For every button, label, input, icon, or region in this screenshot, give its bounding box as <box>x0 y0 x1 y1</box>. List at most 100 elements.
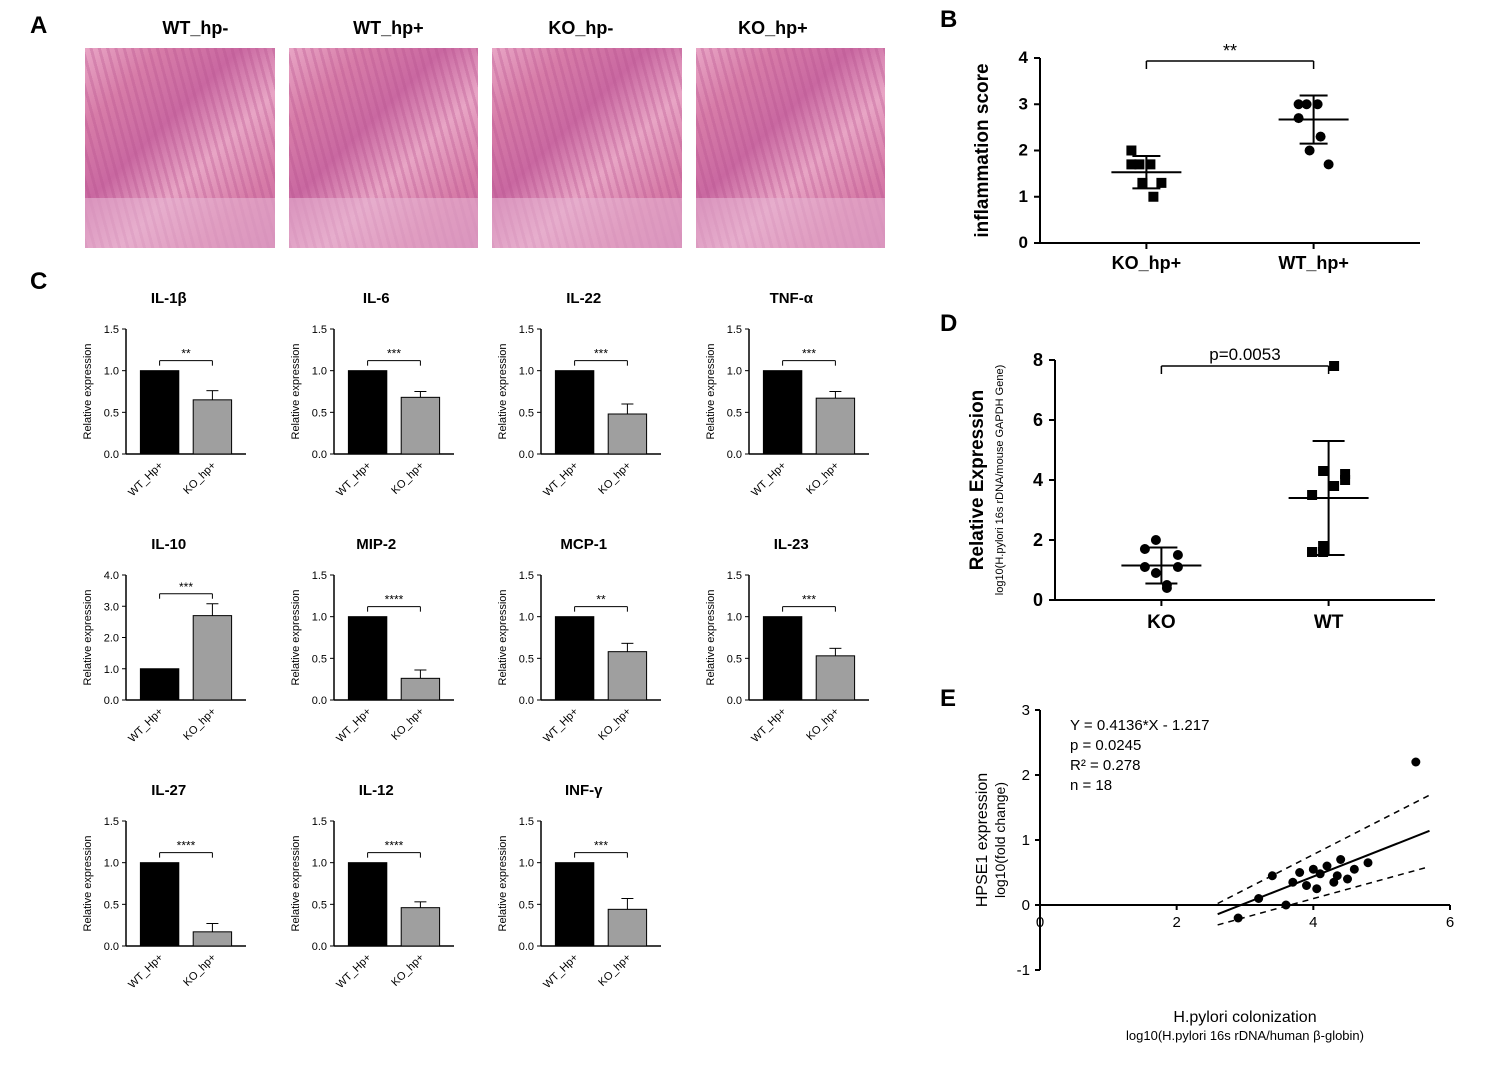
svg-text:**: ** <box>182 347 192 361</box>
svg-text:***: *** <box>179 580 193 594</box>
svg-text:inflammation score: inflammation score <box>972 63 993 237</box>
svg-text:1.5: 1.5 <box>104 324 119 336</box>
svg-text:4.0: 4.0 <box>104 570 119 582</box>
bar-chart: MIP-20.00.51.01.5Relative expressionWT_H… <box>283 536 471 772</box>
histology-images-row <box>85 48 885 248</box>
svg-text:0.0: 0.0 <box>104 449 119 461</box>
svg-text:KO_hp+: KO_hp+ <box>1112 253 1182 273</box>
bar-chart: IL-120.00.51.01.5Relative expressionWT_H… <box>283 782 471 1018</box>
bar-chart: IL-270.00.51.01.5Relative expressionWT_H… <box>75 782 263 1018</box>
svg-text:log10(H.pylori 16s rDNA/human: log10(H.pylori 16s rDNA/human β-globin) <box>1126 1028 1364 1043</box>
svg-text:1.5: 1.5 <box>104 816 119 828</box>
svg-text:KO_hp+: KO_hp+ <box>389 460 426 497</box>
svg-text:1.5: 1.5 <box>311 324 326 336</box>
svg-text:0.0: 0.0 <box>311 941 326 953</box>
svg-text:****: **** <box>177 839 196 853</box>
svg-text:KO: KO <box>1147 612 1176 633</box>
chart-title: IL-6 <box>283 290 471 307</box>
svg-text:WT_Hp+: WT_Hp+ <box>334 460 373 499</box>
svg-text:1.0: 1.0 <box>519 858 534 870</box>
svg-text:1.0: 1.0 <box>726 366 741 378</box>
svg-text:log10(H.pylori 16s rDNA/mouse: log10(H.pylori 16s rDNA/mouse GAPDH Gene… <box>994 365 1006 595</box>
svg-text:n = 18: n = 18 <box>1070 777 1112 794</box>
histology-image-wt-hp-plus <box>289 48 479 248</box>
panel-b-plot: 01234inflammation scoreKO_hp+WT_hp+** <box>960 28 1460 288</box>
svg-text:4: 4 <box>1033 470 1043 490</box>
svg-text:4: 4 <box>1019 48 1029 67</box>
svg-text:1.5: 1.5 <box>311 570 326 582</box>
svg-text:0.5: 0.5 <box>104 899 119 911</box>
svg-text:Relative expression: Relative expression <box>497 344 509 440</box>
svg-text:***: *** <box>594 347 608 361</box>
chart-title: MCP-1 <box>490 536 678 553</box>
svg-text:KO_hp+: KO_hp+ <box>389 706 426 743</box>
chart-title: MIP-2 <box>283 536 471 553</box>
histology-image-wt-hp-minus <box>85 48 275 248</box>
svg-text:WT_Hp+: WT_Hp+ <box>542 460 581 499</box>
svg-text:1.5: 1.5 <box>726 324 741 336</box>
svg-text:***: *** <box>802 347 816 361</box>
svg-text:0.0: 0.0 <box>311 695 326 707</box>
svg-text:WT_Hp+: WT_Hp+ <box>334 952 373 991</box>
svg-text:Relative expression: Relative expression <box>290 836 302 932</box>
chart-title: IL-12 <box>283 782 471 799</box>
svg-text:2: 2 <box>1019 141 1028 160</box>
svg-text:-1: -1 <box>1017 962 1030 979</box>
svg-text:1.5: 1.5 <box>519 570 534 582</box>
svg-text:0.0: 0.0 <box>519 449 534 461</box>
chart-title: TNF-α <box>698 290 886 307</box>
svg-text:***: *** <box>802 593 816 607</box>
svg-text:0: 0 <box>1019 233 1028 252</box>
bar-chart: IL-1β0.00.51.01.5Relative expressionWT_H… <box>75 290 263 526</box>
histo-label: WT_hp- <box>162 18 228 39</box>
svg-text:Relative expression: Relative expression <box>705 344 717 440</box>
svg-text:WT_Hp+: WT_Hp+ <box>127 952 166 991</box>
svg-text:3: 3 <box>1022 702 1030 719</box>
panel-label-b: B <box>940 6 957 34</box>
svg-text:0: 0 <box>1022 897 1030 914</box>
histology-labels-row: WT_hp- WT_hp+ KO_hp- KO_hp+ <box>100 18 870 39</box>
svg-text:WT_Hp+: WT_Hp+ <box>542 952 581 991</box>
svg-text:**: ** <box>1223 41 1237 61</box>
svg-text:Relative expression: Relative expression <box>82 836 94 932</box>
svg-text:WT_Hp+: WT_Hp+ <box>542 706 581 745</box>
svg-text:6: 6 <box>1446 914 1454 931</box>
svg-text:WT_Hp+: WT_Hp+ <box>334 706 373 745</box>
bar-chart: IL-230.00.51.01.5Relative expressionWT_H… <box>698 536 886 772</box>
svg-text:0: 0 <box>1036 914 1044 931</box>
svg-text:0.5: 0.5 <box>726 653 741 665</box>
svg-text:KO_hp+: KO_hp+ <box>597 952 634 989</box>
panel-label-a: A <box>30 12 47 40</box>
svg-text:1.0: 1.0 <box>519 366 534 378</box>
svg-text:Relative expression: Relative expression <box>290 590 302 686</box>
svg-text:KO_hp+: KO_hp+ <box>182 952 219 989</box>
svg-text:WT_Hp+: WT_Hp+ <box>749 706 788 745</box>
histology-image-ko-hp-minus <box>492 48 682 248</box>
svg-text:log10(fold change): log10(fold change) <box>992 782 1008 898</box>
svg-text:1.5: 1.5 <box>519 816 534 828</box>
svg-text:1: 1 <box>1022 832 1030 849</box>
panel-d-plot: 02468Relative Expressionlog10(H.pylori 1… <box>955 328 1475 658</box>
svg-text:1.0: 1.0 <box>311 858 326 870</box>
svg-text:1.0: 1.0 <box>519 612 534 624</box>
svg-text:0.0: 0.0 <box>519 941 534 953</box>
chart-title: IL-23 <box>698 536 886 553</box>
svg-text:KO_hp+: KO_hp+ <box>182 706 219 743</box>
svg-text:0.0: 0.0 <box>519 695 534 707</box>
svg-text:0.5: 0.5 <box>311 653 326 665</box>
svg-text:KO_hp+: KO_hp+ <box>182 460 219 497</box>
histo-label: KO_hp- <box>548 18 613 39</box>
svg-text:2.0: 2.0 <box>104 633 119 645</box>
svg-text:Y = 0.4136*X - 1.217: Y = 0.4136*X - 1.217 <box>1070 717 1209 734</box>
bar-chart: MCP-10.00.51.01.5Relative expressionWT_H… <box>490 536 678 772</box>
svg-text:0.5: 0.5 <box>519 899 534 911</box>
svg-text:****: **** <box>384 593 403 607</box>
svg-text:0.5: 0.5 <box>519 407 534 419</box>
svg-text:KO_hp+: KO_hp+ <box>597 460 634 497</box>
svg-text:0.0: 0.0 <box>726 695 741 707</box>
svg-text:8: 8 <box>1033 350 1043 370</box>
svg-text:1.5: 1.5 <box>726 570 741 582</box>
svg-text:0.0: 0.0 <box>104 941 119 953</box>
svg-text:1.0: 1.0 <box>104 664 119 676</box>
svg-text:p = 0.0245: p = 0.0245 <box>1070 737 1141 754</box>
